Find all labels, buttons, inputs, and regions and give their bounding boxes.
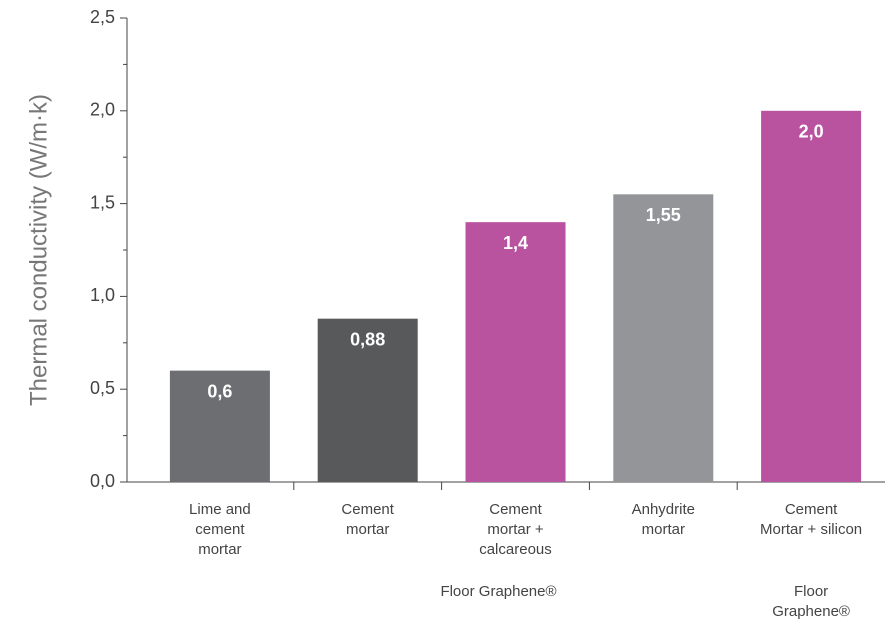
bar xyxy=(317,318,418,482)
annotation: Graphene® xyxy=(772,603,850,620)
value-label: 0,6 xyxy=(207,381,232,401)
bar xyxy=(465,222,566,482)
x-tick-label: calcareous xyxy=(479,541,552,558)
x-tick-label: Cement xyxy=(489,501,542,518)
x-tick-label: Anhydrite xyxy=(632,501,695,518)
y-tick-label: 2,5 xyxy=(90,7,115,27)
bar xyxy=(761,110,862,483)
value-label: 2,0 xyxy=(799,122,824,142)
value-label: 1,55 xyxy=(646,205,681,225)
x-tick-label: mortar xyxy=(642,521,685,538)
x-tick-label: Lime and xyxy=(189,501,251,518)
x-tick-label: Cement xyxy=(341,501,394,518)
y-axis-label: Thermal conductivity (W/m·k) xyxy=(25,94,52,406)
bar xyxy=(613,194,714,482)
value-label: 1,4 xyxy=(503,233,528,253)
x-tick-label: mortar + xyxy=(487,521,544,538)
x-tick-label: mortar xyxy=(198,541,241,558)
annotation: Floor Graphene® xyxy=(440,583,556,600)
y-tick-label: 2,0 xyxy=(90,100,115,120)
y-tick-label: 1,5 xyxy=(90,192,115,212)
x-tick-label: Mortar + silicon xyxy=(760,521,862,538)
x-tick-label: mortar xyxy=(346,521,389,538)
x-tick-label: cement xyxy=(195,521,245,538)
value-label: 0,88 xyxy=(350,329,385,349)
bar xyxy=(169,370,270,482)
x-tick-label: Cement xyxy=(785,501,838,518)
annotation: Floor xyxy=(794,583,828,600)
y-tick-label: 1,0 xyxy=(90,285,115,305)
y-tick-label: 0,0 xyxy=(90,471,115,491)
y-tick-label: 0,5 xyxy=(90,378,115,398)
